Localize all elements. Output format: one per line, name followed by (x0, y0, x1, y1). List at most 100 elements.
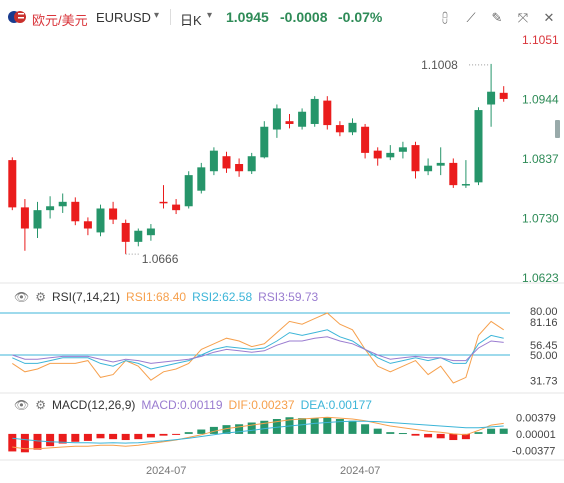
candle-body (398, 147, 407, 152)
rsi1-line (12, 312, 504, 384)
rsi-tick-label: 56.45 (530, 340, 558, 352)
rsi2-value: RSI2:62.58 (192, 290, 253, 304)
macd-histogram-bar (71, 433, 80, 442)
candle-body (260, 126, 269, 158)
eye-icon[interactable]: 👁 (14, 398, 30, 412)
candle-body (272, 108, 281, 130)
macd-histogram-bar (33, 433, 42, 450)
macd-histogram-bar (134, 433, 143, 440)
y-tick-label: 1.0623 (522, 271, 559, 285)
chevron-down-icon[interactable]: ▾ (154, 10, 160, 21)
dif-value: DIF:0.00237 (228, 398, 295, 412)
candle-body (33, 210, 42, 229)
candle-body (83, 221, 92, 229)
macd-tick-label: 0.00001 (516, 429, 556, 441)
rsi3-line (12, 336, 504, 364)
macd-histogram-bar (46, 433, 55, 447)
high-annotation: 1.1008 (421, 58, 458, 72)
settings-icon[interactable]: ⚙ (35, 398, 46, 412)
dea-value: DEA:0.00177 (300, 398, 372, 412)
rsi-legend: 👁 ⚙ RSI(7,14,21) RSI1:68.40 RSI2:62.58 RSI3:5… (14, 290, 324, 304)
x-tick-label: 2024-07 (146, 465, 186, 477)
macd-value: MACD:0.00119 (141, 398, 223, 412)
candle-body (20, 207, 29, 229)
macd-histogram-bar (8, 433, 17, 452)
macd-tick-label: 0.00379 (516, 412, 556, 424)
candle-body (96, 208, 105, 233)
candle-body (424, 165, 433, 172)
candle-body (172, 204, 181, 211)
macd-histogram-bar (146, 433, 155, 438)
candle-body (373, 150, 382, 159)
timeframe-select[interactable]: 日K (180, 13, 202, 28)
candle-body (323, 100, 332, 126)
candle-body (184, 175, 193, 207)
macd-histogram-bar (20, 433, 29, 453)
candle-body (159, 201, 168, 204)
close-icon[interactable]: ✕ (543, 10, 555, 25)
rsi-tick-label: 31.73 (530, 376, 558, 388)
macd-histogram-bar (361, 424, 370, 434)
macd-histogram-bar (398, 433, 407, 435)
macd-histogram-bar (83, 433, 92, 441)
dif-line (12, 416, 504, 450)
y-tick-label: 1.0730 (522, 212, 559, 226)
macd-histogram-bar (487, 428, 496, 434)
pair-name-cn[interactable]: 欧元/美元 (32, 13, 88, 28)
draw-line-icon[interactable]: ⟋ (466, 10, 476, 25)
macd-histogram-bar (184, 432, 193, 434)
candle-body (58, 201, 67, 207)
macd-legend: 👁 ⚙ MACD(12,26,9) MACD:0.00119 DIF:0.00237 DE… (14, 398, 378, 412)
rsi3-value: RSI3:59.73 (258, 290, 319, 304)
candle-body (298, 111, 307, 127)
candle-body (499, 92, 508, 99)
eu-us-flag-icon (8, 11, 26, 23)
candle-body (247, 156, 256, 172)
macd-histogram-bar (260, 420, 269, 434)
macd-histogram-bar (373, 428, 382, 434)
macd-histogram-bar (58, 433, 67, 444)
pair-symbol[interactable]: EURUSD (96, 10, 151, 25)
chevron-down-icon[interactable]: ▾ (207, 10, 213, 21)
macd-histogram-bar (424, 433, 433, 438)
candle-body (235, 164, 244, 172)
y-tick-label: 1.0944 (522, 93, 559, 107)
macd-histogram-bar (235, 424, 244, 434)
candle-body (310, 98, 319, 124)
toolbar-header: 欧元/美元 EURUSD ▾ 日K ▾ 1.0945 -0.0008 -0.07… (0, 0, 564, 34)
candle-body (197, 167, 206, 191)
candle-body (222, 156, 231, 169)
macd-histogram-bar (209, 426, 218, 434)
candle-body (487, 91, 496, 105)
macd-histogram-bar (222, 425, 231, 434)
macd-histogram-bar (96, 433, 105, 439)
low-annotation: 1.0666 (142, 252, 179, 266)
macd-histogram-bar (386, 432, 395, 434)
macd-histogram-bar (272, 419, 281, 434)
macd-histogram-bar (172, 433, 181, 435)
candle-body (46, 206, 55, 211)
price-change: -0.0008 (280, 9, 328, 25)
compare-icon[interactable]: ⩉ (442, 10, 448, 25)
ruler-icon[interactable]: ⤧ (517, 10, 529, 25)
candle-body (121, 222, 130, 242)
macd-histogram-bar (323, 417, 332, 434)
macd-histogram-bar (310, 418, 319, 434)
settings-icon[interactable]: ⚙ (35, 290, 46, 304)
rsi-tick-label: 50.00 (530, 350, 558, 362)
candle-body (386, 152, 395, 158)
macd-histogram-bar (197, 429, 206, 434)
macd-histogram-bar (109, 433, 118, 440)
x-tick-label: 2024-07 (340, 465, 380, 477)
macd-histogram-bar (348, 420, 357, 434)
y-tick-label: 1.0837 (522, 152, 559, 166)
rsi-tick-label: 80.00 (530, 306, 558, 318)
eye-icon[interactable]: 👁 (14, 290, 30, 304)
candle-body (209, 150, 218, 172)
macd-histogram-bar (449, 433, 458, 441)
rsi2-line (12, 329, 504, 370)
candle-body (335, 125, 344, 133)
macd-histogram-bar (461, 433, 470, 440)
pen-icon[interactable]: ✎ (491, 10, 503, 25)
